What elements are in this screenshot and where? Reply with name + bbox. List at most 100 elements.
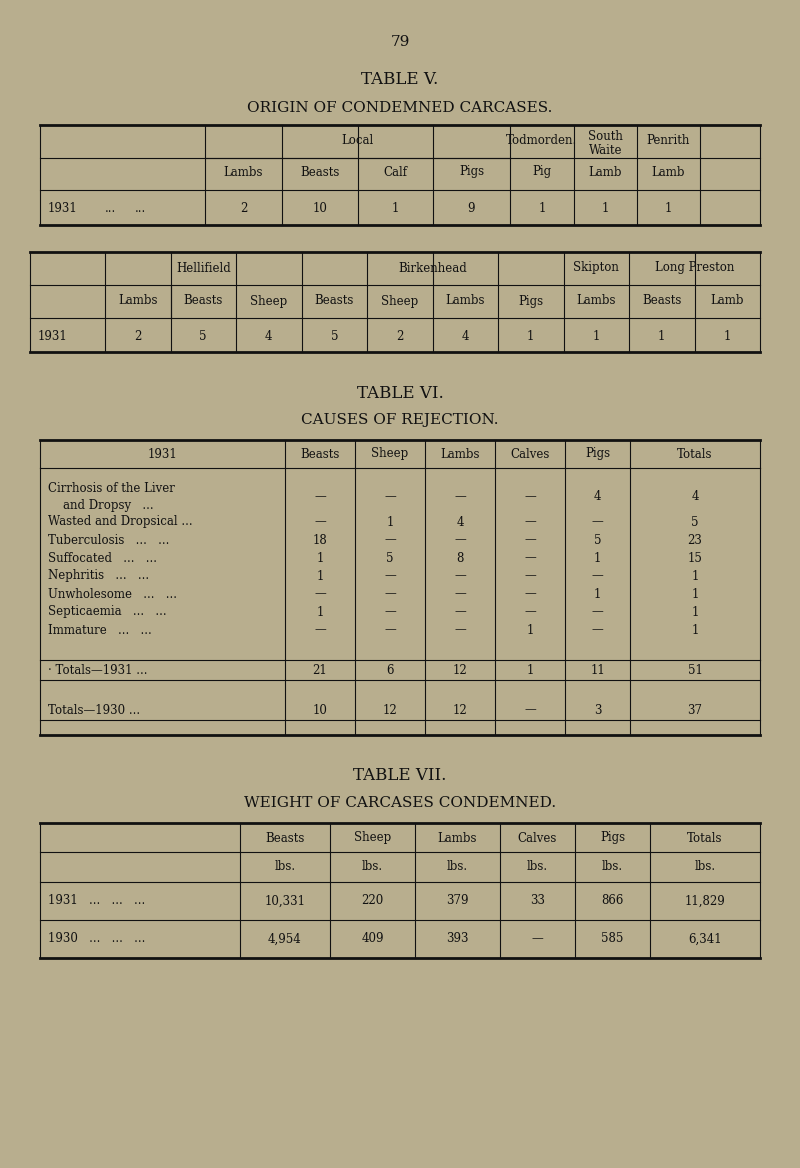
- Text: Calves: Calves: [510, 447, 550, 460]
- Text: Beasts: Beasts: [266, 832, 305, 844]
- Text: Local: Local: [342, 134, 374, 147]
- Text: 379: 379: [446, 895, 469, 908]
- Text: Totals: Totals: [678, 447, 713, 460]
- Text: ORIGIN OF CONDEMNED CARCASES.: ORIGIN OF CONDEMNED CARCASES.: [247, 100, 553, 114]
- Text: 51: 51: [687, 663, 702, 676]
- Text: —: —: [454, 624, 466, 637]
- Text: Pigs: Pigs: [600, 832, 625, 844]
- Text: 4,954: 4,954: [268, 932, 302, 946]
- Text: 4: 4: [456, 515, 464, 528]
- Text: Penrith: Penrith: [647, 134, 690, 147]
- Text: 866: 866: [602, 895, 624, 908]
- Text: lbs.: lbs.: [447, 861, 468, 874]
- Text: —: —: [384, 491, 396, 503]
- Text: · Totals—1931 ...: · Totals—1931 ...: [48, 663, 147, 676]
- Text: 4: 4: [462, 329, 469, 342]
- Text: Cirrhosis of the Liver: Cirrhosis of the Liver: [48, 482, 175, 495]
- Text: 12: 12: [382, 703, 398, 716]
- Text: Lambs: Lambs: [440, 447, 480, 460]
- Text: —: —: [524, 534, 536, 547]
- Text: ...: ...: [134, 202, 146, 215]
- Text: 2: 2: [134, 329, 142, 342]
- Text: Totals: Totals: [687, 832, 722, 844]
- Text: Lambs: Lambs: [224, 166, 263, 179]
- Text: 1: 1: [527, 329, 534, 342]
- Text: 5: 5: [594, 534, 602, 547]
- Text: 33: 33: [530, 895, 545, 908]
- Text: 5: 5: [199, 329, 207, 342]
- Text: Sheep: Sheep: [371, 447, 409, 460]
- Text: 4: 4: [691, 491, 698, 503]
- Text: —: —: [384, 605, 396, 619]
- Text: Long Preston: Long Preston: [655, 262, 734, 274]
- Text: 393: 393: [446, 932, 469, 946]
- Text: 79: 79: [390, 35, 410, 49]
- Text: 9: 9: [468, 202, 475, 215]
- Text: TABLE V.: TABLE V.: [362, 71, 438, 89]
- Text: 1931: 1931: [38, 329, 68, 342]
- Text: Nephritis   ...   ...: Nephritis ... ...: [48, 570, 149, 583]
- Text: TABLE VII.: TABLE VII.: [354, 766, 446, 784]
- Text: Sheep: Sheep: [381, 294, 418, 307]
- Text: ...: ...: [104, 202, 116, 215]
- Text: 1: 1: [593, 329, 600, 342]
- Text: 1: 1: [691, 605, 698, 619]
- Text: —: —: [384, 588, 396, 600]
- Text: —: —: [454, 570, 466, 583]
- Text: 1: 1: [602, 202, 609, 215]
- Text: 1: 1: [723, 329, 731, 342]
- Text: 4: 4: [594, 491, 602, 503]
- Text: Sheep: Sheep: [354, 832, 391, 844]
- Text: —: —: [384, 534, 396, 547]
- Text: Beasts: Beasts: [183, 294, 223, 307]
- Text: 4: 4: [265, 329, 273, 342]
- Text: 5: 5: [330, 329, 338, 342]
- Text: Pigs: Pigs: [518, 294, 543, 307]
- Text: 15: 15: [687, 551, 702, 564]
- Text: Septicaemia   ...   ...: Septicaemia ... ...: [48, 605, 166, 619]
- Text: —: —: [314, 515, 326, 528]
- Text: 18: 18: [313, 534, 327, 547]
- Text: —: —: [592, 624, 603, 637]
- Text: 10,331: 10,331: [265, 895, 306, 908]
- Text: 1931: 1931: [48, 202, 78, 215]
- Text: Unwholesome   ...   ...: Unwholesome ... ...: [48, 588, 177, 600]
- Text: Tuberculosis   ...   ...: Tuberculosis ... ...: [48, 534, 170, 547]
- Text: 585: 585: [602, 932, 624, 946]
- Text: Pigs: Pigs: [585, 447, 610, 460]
- Text: Lamb: Lamb: [589, 166, 622, 179]
- Text: —: —: [532, 932, 543, 946]
- Text: —: —: [592, 570, 603, 583]
- Text: —: —: [524, 570, 536, 583]
- Text: 1: 1: [538, 202, 546, 215]
- Text: 1: 1: [691, 570, 698, 583]
- Text: 1: 1: [386, 515, 394, 528]
- Text: Lambs: Lambs: [446, 294, 485, 307]
- Text: lbs.: lbs.: [274, 861, 295, 874]
- Text: 1931   ...   ...   ...: 1931 ... ... ...: [48, 895, 146, 908]
- Text: Suffocated   ...   ...: Suffocated ... ...: [48, 551, 157, 564]
- Text: Calves: Calves: [518, 832, 557, 844]
- Text: 6: 6: [386, 663, 394, 676]
- Text: 1930   ...   ...   ...: 1930 ... ... ...: [48, 932, 146, 946]
- Text: 10: 10: [313, 703, 327, 716]
- Text: Waite: Waite: [589, 144, 622, 157]
- Text: 2: 2: [240, 202, 247, 215]
- Text: Lambs: Lambs: [577, 294, 616, 307]
- Text: —: —: [524, 515, 536, 528]
- Text: 1931: 1931: [148, 447, 178, 460]
- Text: 409: 409: [362, 932, 384, 946]
- Text: —: —: [314, 588, 326, 600]
- Text: CAUSES OF REJECTION.: CAUSES OF REJECTION.: [302, 413, 498, 427]
- Text: Hellifield: Hellifield: [176, 262, 230, 274]
- Text: Lamb: Lamb: [652, 166, 686, 179]
- Text: 8: 8: [456, 551, 464, 564]
- Text: 11: 11: [590, 663, 605, 676]
- Text: Sheep: Sheep: [250, 294, 287, 307]
- Text: 220: 220: [362, 895, 384, 908]
- Text: 23: 23: [687, 534, 702, 547]
- Text: 5: 5: [386, 551, 394, 564]
- Text: —: —: [524, 491, 536, 503]
- Text: 6,341: 6,341: [688, 932, 722, 946]
- Text: Todmorden.: Todmorden.: [506, 134, 578, 147]
